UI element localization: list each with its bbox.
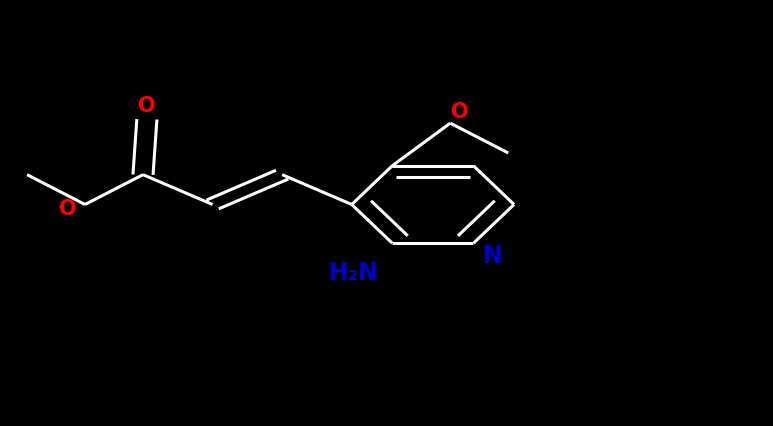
Text: O: O — [60, 199, 77, 219]
Text: N: N — [483, 244, 502, 268]
Text: O: O — [138, 97, 155, 116]
Text: O: O — [451, 103, 468, 123]
Text: H₂N: H₂N — [329, 261, 379, 285]
